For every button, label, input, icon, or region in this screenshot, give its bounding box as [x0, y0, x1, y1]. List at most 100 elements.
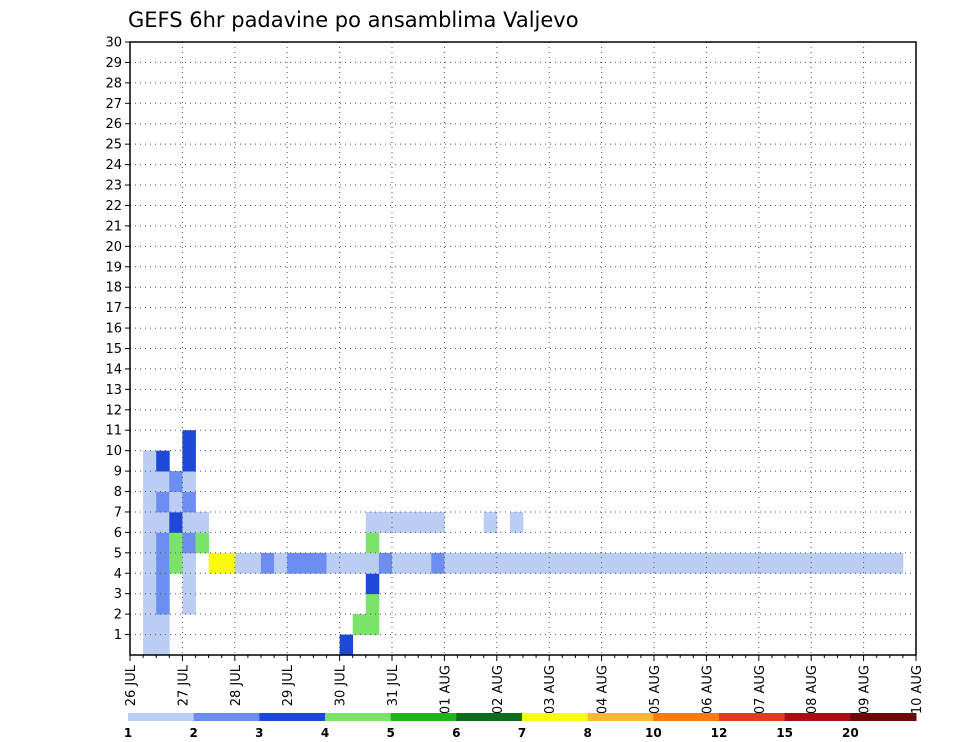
heatmap-cell: [182, 532, 196, 554]
heatmap-cell: [313, 552, 327, 574]
heatmap-cell: [169, 511, 183, 533]
heatmap-cell: [745, 552, 760, 574]
heatmap-cell: [221, 552, 236, 574]
heatmap-cell: [287, 552, 301, 574]
heatmap-cell: [182, 491, 196, 513]
x-tick-label: 06 AUG: [700, 665, 715, 714]
heatmap-cell: [405, 511, 419, 533]
heatmap-cell: [614, 552, 629, 574]
heatmap-cell: [169, 552, 183, 574]
y-tick-label: 2: [114, 608, 122, 623]
heatmap-cell: [143, 471, 157, 492]
heatmap-cells: [143, 430, 904, 656]
heatmap-cell: [169, 532, 183, 554]
heatmap-cell: [156, 552, 170, 574]
colorbar-swatch: [719, 713, 786, 721]
heatmap-cell: [261, 552, 275, 574]
heatmap-cell: [326, 552, 340, 574]
y-tick-label: 16: [105, 322, 122, 337]
heatmap-cell: [418, 511, 432, 533]
heatmap-cell: [300, 552, 314, 574]
x-tick-label: 02 AUG: [491, 665, 506, 714]
y-tick-label: 25: [105, 138, 122, 153]
y-tick-label: 6: [114, 526, 122, 541]
heatmap-cell: [156, 532, 170, 554]
colorbar-swatch: [128, 713, 195, 721]
heatmap-cell: [143, 450, 157, 472]
y-tick-label: 26: [105, 117, 122, 132]
y-tick-label: 18: [105, 281, 122, 296]
heatmap-cell: [444, 552, 458, 574]
x-tick-label: 05 AUG: [648, 665, 663, 714]
colorbar-label: 7: [518, 726, 526, 740]
x-tick-label: 08 AUG: [805, 665, 820, 714]
heatmap-cell: [758, 552, 773, 574]
heatmap-cell: [156, 614, 170, 635]
x-tick-label: 27 JUL: [176, 664, 191, 706]
heatmap-cell: [365, 593, 380, 615]
x-tick-label: 30 JUL: [334, 664, 349, 706]
y-tick-label: 23: [105, 179, 122, 194]
heatmap-cell: [627, 552, 642, 574]
heatmap-cell: [378, 511, 393, 533]
heatmap-cell: [274, 552, 288, 574]
heatmap-cell: [143, 593, 157, 615]
heatmap-cell: [156, 593, 170, 615]
heatmap-cell: [392, 511, 406, 533]
x-tick-label: 09 AUG: [858, 665, 873, 714]
heatmap-cell: [143, 573, 157, 595]
colorbar-swatch: [390, 713, 457, 721]
colorbar-label: 3: [255, 726, 263, 740]
heatmap-cell: [811, 552, 825, 574]
heatmap-cell: [234, 552, 249, 574]
heatmap-cell: [365, 511, 380, 533]
heatmap-cell: [771, 552, 786, 574]
heatmap-cell: [156, 511, 170, 533]
y-tick-label: 12: [105, 403, 122, 418]
heatmap-cell: [247, 552, 262, 574]
y-tick-label: 1: [114, 628, 122, 643]
colorbar-swatch: [456, 713, 523, 721]
y-tick-label: 3: [114, 587, 122, 602]
heatmap-cell: [483, 552, 498, 574]
heatmap-cell: [143, 511, 157, 533]
colorbar-label: 20: [842, 726, 859, 740]
heatmap-cell: [339, 552, 354, 574]
heatmap-cell: [496, 552, 511, 574]
y-tick-label: 20: [105, 240, 122, 255]
heatmap-cell: [143, 491, 157, 513]
heatmap-cell: [798, 552, 812, 574]
heatmap-cell: [549, 552, 563, 574]
x-tick-label: 10 AUG: [910, 665, 925, 714]
y-tick-label: 15: [105, 342, 122, 357]
heatmap-cell: [837, 552, 851, 574]
y-tick-label: 14: [105, 362, 122, 377]
heatmap-cell: [156, 471, 170, 492]
heatmap-cell: [378, 552, 393, 574]
colorbar-swatch: [653, 713, 720, 721]
heatmap-cell: [365, 573, 380, 595]
heatmap-cell: [182, 450, 196, 472]
colorbar-swatch: [193, 713, 260, 721]
heatmap-cell: [693, 552, 707, 574]
heatmap-cell: [208, 552, 223, 574]
y-tick-label: 4: [114, 567, 122, 582]
colorbar-label: 12: [711, 726, 728, 740]
colorbar-label: 4: [321, 726, 329, 740]
heatmap-cell: [523, 552, 537, 574]
chart-title: GEFS 6hr padavine po ansamblima Valjevo: [128, 8, 579, 32]
x-tick-label: 26 JUL: [124, 664, 139, 706]
heatmap-cell: [182, 552, 196, 574]
heatmap-cell: [863, 552, 878, 574]
colorbar-swatch: [587, 713, 654, 721]
colorbar-label: 10: [645, 726, 662, 740]
heatmap-cell: [706, 552, 720, 574]
y-tick-label: 7: [114, 505, 122, 520]
heatmap-cell: [680, 552, 694, 574]
heatmap-cell: [732, 552, 747, 574]
heatmap-cell: [457, 552, 471, 574]
heatmap-cell: [339, 634, 354, 656]
heatmap-cell: [182, 430, 196, 452]
y-tick-label: 10: [105, 444, 122, 459]
heatmap-cell: [143, 532, 157, 554]
